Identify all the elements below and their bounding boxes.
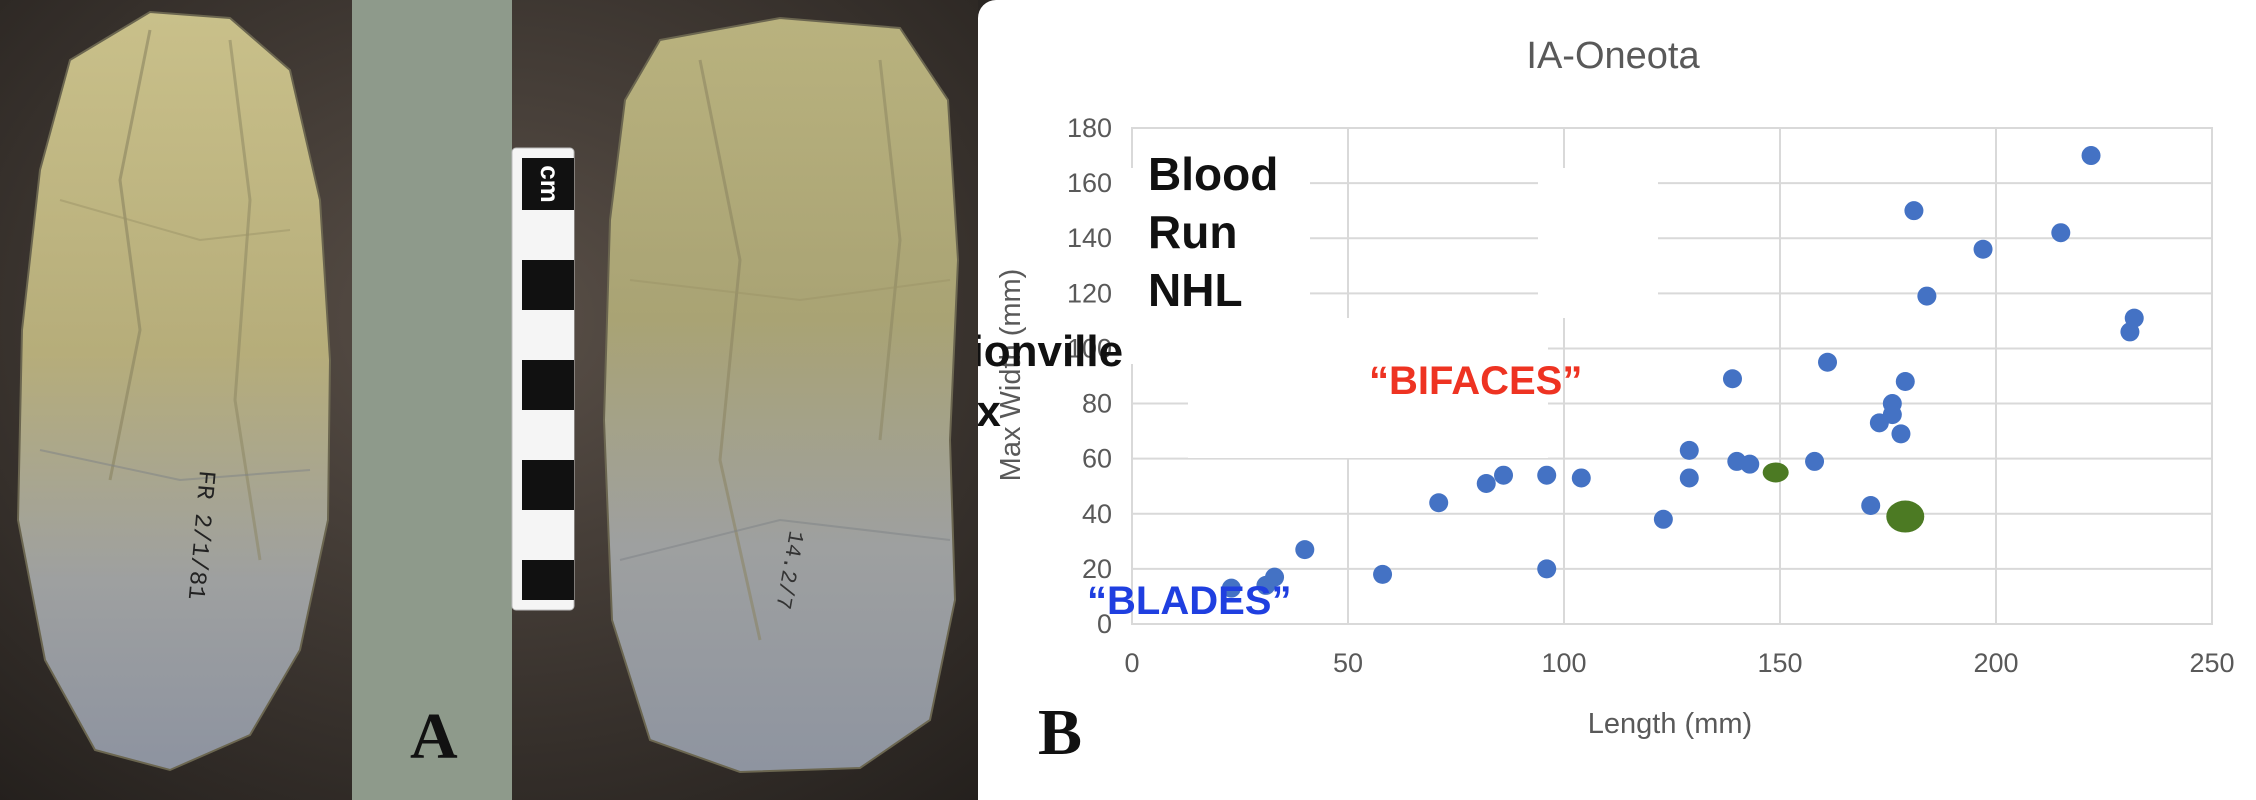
y-tick-label: 180 [1067, 113, 1112, 143]
data-point [1805, 451, 1825, 471]
y-tick-label: 20 [1082, 554, 1112, 584]
scatter-chart-panel: IA-Oneota 0 20 40 60 80 100 120 140 160 180 0 50 100… [978, 0, 2256, 800]
data-point [1494, 465, 1514, 485]
data-point [1895, 372, 1915, 392]
data-point [1740, 454, 1760, 474]
scale-unit-label: cm [535, 165, 565, 203]
x-tick-label: 0 [1124, 648, 1139, 678]
data-point [1891, 424, 1911, 444]
y-tick-label: 120 [1067, 278, 1112, 308]
annotation-correctionville: CorrectionvilleComplex [978, 327, 1123, 436]
annotation-backdrop [1188, 318, 1548, 458]
x-tick-label: 100 [1541, 648, 1586, 678]
data-point [1904, 201, 1924, 221]
chart-axes: 0 20 40 60 80 100 120 140 160 180 0 50 100 150 200 250 [1067, 113, 2235, 678]
annotation-bifaces: “BIFACES” [1369, 359, 1582, 403]
stone-artifact-1 [16, 10, 332, 772]
scale-bar: cm [511, 147, 575, 611]
data-points [1221, 146, 2144, 598]
x-axis-label: Length (mm) [1588, 708, 1752, 740]
highlight-data-point [1886, 500, 1925, 533]
y-tick-label: 0 [1097, 609, 1112, 639]
annotation-backdrop [1538, 168, 1658, 318]
artifact-photo-panel: FR 2/1/81 cm 14.2/7 A [0, 0, 978, 800]
data-point [1537, 465, 1557, 485]
data-point [1679, 468, 1699, 488]
data-point [1221, 578, 1241, 598]
data-point [1818, 352, 1838, 372]
data-point [2124, 308, 2144, 328]
scatter-chart: IA-Oneota 0 20 40 60 80 100 120 140 160 180 0 50 100… [978, 35, 2235, 740]
data-point [1537, 559, 1557, 579]
y-tick-label: 60 [1082, 444, 1112, 474]
panel-letter-a: A [410, 700, 458, 773]
artifact-photo: FR 2/1/81 cm 14.2/7 [0, 0, 978, 800]
y-tick-label: 40 [1082, 499, 1112, 529]
stone-artifact-2 [602, 16, 960, 774]
annotation-blood-run: Blood Run NHL [1148, 148, 1278, 316]
data-point [1722, 369, 1742, 389]
grey-background-card [352, 0, 512, 800]
y-tick-label: 160 [1067, 168, 1112, 198]
data-point [2081, 146, 2101, 166]
x-tick-label: 50 [1333, 648, 1363, 678]
chart-grid [1118, 127, 2213, 625]
data-point [1679, 440, 1699, 460]
data-point [1571, 468, 1591, 488]
y-tick-label: 80 [1082, 389, 1112, 419]
annotation-blades: “BLADES” [1087, 579, 1291, 623]
x-tick-label: 150 [1757, 648, 1802, 678]
x-tick-label: 200 [1973, 648, 2018, 678]
chart-title: IA-Oneota [1526, 35, 1700, 77]
chart-annotations: BloodRunNHLCorrectionvilleComplex “BLADES… [978, 148, 1582, 623]
data-point [1973, 239, 1993, 259]
data-point [1429, 493, 1449, 513]
y-axis-label: Max Width (mm) [995, 269, 1027, 482]
data-point [1295, 540, 1315, 560]
data-point [1265, 567, 1285, 587]
data-point [2051, 223, 2071, 243]
data-point [1861, 496, 1881, 516]
highlight-data-point [1762, 462, 1789, 483]
data-point [1653, 509, 1673, 529]
data-point [1917, 286, 1937, 306]
data-point [1882, 405, 1902, 425]
y-tick-label: 100 [1067, 333, 1112, 363]
data-point [1373, 564, 1393, 584]
x-tick-label: 250 [2189, 648, 2234, 678]
panel-letter-b: B [1038, 696, 1083, 769]
y-tick-label: 140 [1067, 223, 1112, 253]
data-point [1476, 473, 1496, 493]
